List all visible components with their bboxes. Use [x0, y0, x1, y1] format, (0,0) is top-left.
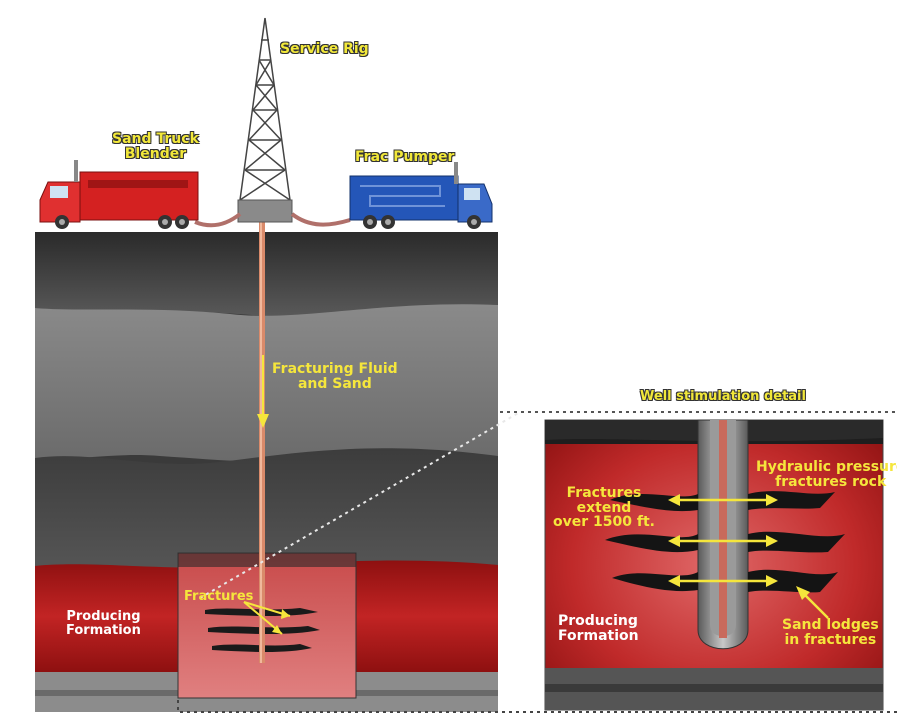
- frac-pumper-label: Frac Pumper: [355, 149, 455, 165]
- producing-formation-detail-label: Producing Formation: [558, 614, 639, 643]
- hose-right: [290, 212, 351, 227]
- dashed-connector-bottom: [177, 700, 897, 713]
- service-rig-label: Service Rig: [280, 41, 369, 57]
- producing-formation-left-line2: Formation: [66, 622, 141, 638]
- cross-section: [35, 232, 498, 712]
- fracturing-fluid-line2: and Sand: [297, 375, 372, 392]
- frac-pumper-truck: [349, 162, 493, 229]
- fractures-extend-line1: Fractures: [566, 485, 642, 501]
- fracturing-fluid-line1: Fracturing Fluid: [272, 361, 398, 377]
- fractures-extend-label: Fractures extend over 1500 ft.: [553, 486, 655, 530]
- sand-truck-label: Sand Truck Blender: [112, 132, 199, 161]
- producing-formation-detail-line1: Producing: [558, 613, 638, 629]
- fractures-arrows: [243, 601, 291, 635]
- detail-panel: [544, 419, 884, 711]
- rig-base: [237, 199, 293, 223]
- detail-title: Well stimulation detail: [640, 389, 806, 404]
- sand-lodges-line1: Sand lodges: [782, 617, 879, 633]
- sand-lodges-label: Sand lodges in fractures: [782, 618, 879, 647]
- service-rig: [239, 17, 291, 201]
- hydraulic-pressure-label: Hydraulic pressure fractures rock: [756, 460, 897, 489]
- fractures-label: Fractures: [184, 589, 254, 604]
- hose-left: [194, 212, 242, 228]
- sand-lodges-line2: in fractures: [784, 631, 877, 648]
- inset-box: [177, 552, 357, 699]
- producing-formation-left-line1: Producing: [66, 609, 141, 624]
- fracturing-fluid-label: Fracturing Fluid and Sand: [272, 362, 398, 391]
- pressure-arrows: [668, 494, 829, 619]
- hydraulic-pressure-line1: Hydraulic pressure: [756, 459, 897, 475]
- producing-formation-left-label: Producing Formation: [66, 610, 141, 637]
- sand-truck-label-line2: Blender: [124, 145, 187, 162]
- hydraulic-pressure-line2: fractures rock: [775, 473, 887, 490]
- fractures-extend-line3: over 1500 ft.: [553, 514, 655, 531]
- fluid-down-arrow: [257, 355, 269, 428]
- sand-truck: [39, 160, 199, 229]
- fractures-extend-line2: extend: [576, 499, 632, 516]
- producing-formation-detail-line2: Formation: [558, 627, 639, 644]
- sand-truck-label-line1: Sand Truck: [112, 131, 199, 147]
